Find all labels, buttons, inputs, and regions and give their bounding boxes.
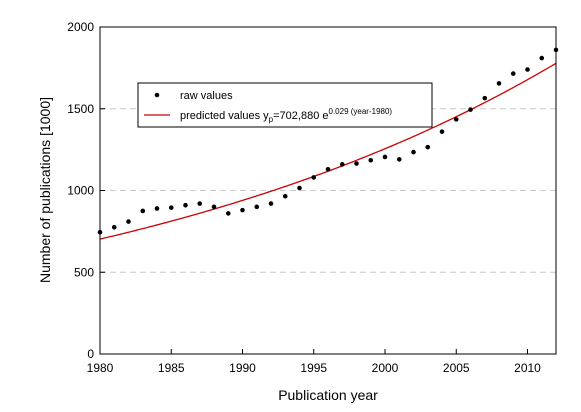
raw-value-point-1989	[226, 211, 231, 216]
y-tick-label-0: 0	[87, 347, 94, 361]
raw-value-point-2002	[411, 150, 416, 155]
raw-value-point-1994	[297, 186, 302, 191]
raw-value-point-1993	[283, 194, 288, 199]
raw-value-point-2007	[482, 96, 487, 101]
raw-value-point-1997	[340, 162, 345, 167]
raw-value-point-2011	[539, 56, 544, 61]
gridlines	[100, 109, 556, 273]
raw-value-point-1995	[311, 175, 316, 180]
x-axis-label: Publication year	[278, 387, 378, 403]
raw-value-point-1991	[254, 205, 259, 210]
raw-value-point-2010	[525, 67, 530, 72]
legend-marker-raw-values	[155, 93, 160, 98]
raw-value-point-1992	[269, 201, 274, 206]
x-tick-label-1985: 1985	[158, 361, 185, 375]
raw-value-point-1988	[212, 205, 217, 210]
raw-value-point-1986	[183, 203, 188, 208]
raw-value-point-2006	[468, 107, 473, 112]
raw-value-point-2004	[440, 129, 445, 134]
raw-value-point-1982	[126, 219, 131, 224]
y-tick-label-500: 500	[74, 265, 94, 279]
y-tick-label-2000: 2000	[67, 20, 94, 34]
raw-value-point-2001	[397, 157, 402, 162]
raw-value-point-1981	[112, 225, 117, 230]
legend: raw values predicted values yp=702,880 e…	[138, 83, 432, 127]
raw-value-point-2008	[497, 81, 502, 86]
axes: 0 500 1000 1500 2000 1980 1985 1990 1995 2000 2005…	[67, 20, 541, 375]
raw-value-point-2000	[383, 155, 388, 160]
raw-value-point-1983	[140, 209, 145, 214]
x-tick-label-1980: 1980	[87, 361, 114, 375]
raw-value-point-1984	[155, 206, 160, 211]
raw-value-point-1996	[326, 167, 331, 172]
raw-value-point-2005	[454, 117, 459, 122]
plot-frame	[100, 27, 556, 354]
raw-value-point-2003	[425, 145, 430, 150]
y-tick-label-1000: 1000	[67, 184, 94, 198]
raw-value-point-2009	[511, 71, 516, 76]
x-tick-label-2010: 2010	[514, 361, 541, 375]
x-tick-label-1995: 1995	[300, 361, 327, 375]
x-tick-label-2000: 2000	[372, 361, 399, 375]
x-tick-label-2005: 2005	[443, 361, 470, 375]
y-tick-label-1500: 1500	[67, 102, 94, 116]
raw-value-point-1985	[169, 205, 174, 210]
x-tick-label-1990: 1990	[229, 361, 256, 375]
raw-value-point-1987	[197, 201, 202, 206]
raw-value-point-1998	[354, 161, 359, 166]
plot-marks	[98, 48, 559, 239]
y-axis-label: Number of publications [1000]	[37, 97, 53, 283]
raw-value-point-1999	[368, 158, 373, 163]
legend-label-raw-values: raw values	[180, 90, 233, 102]
raw-value-point-1990	[240, 208, 245, 213]
